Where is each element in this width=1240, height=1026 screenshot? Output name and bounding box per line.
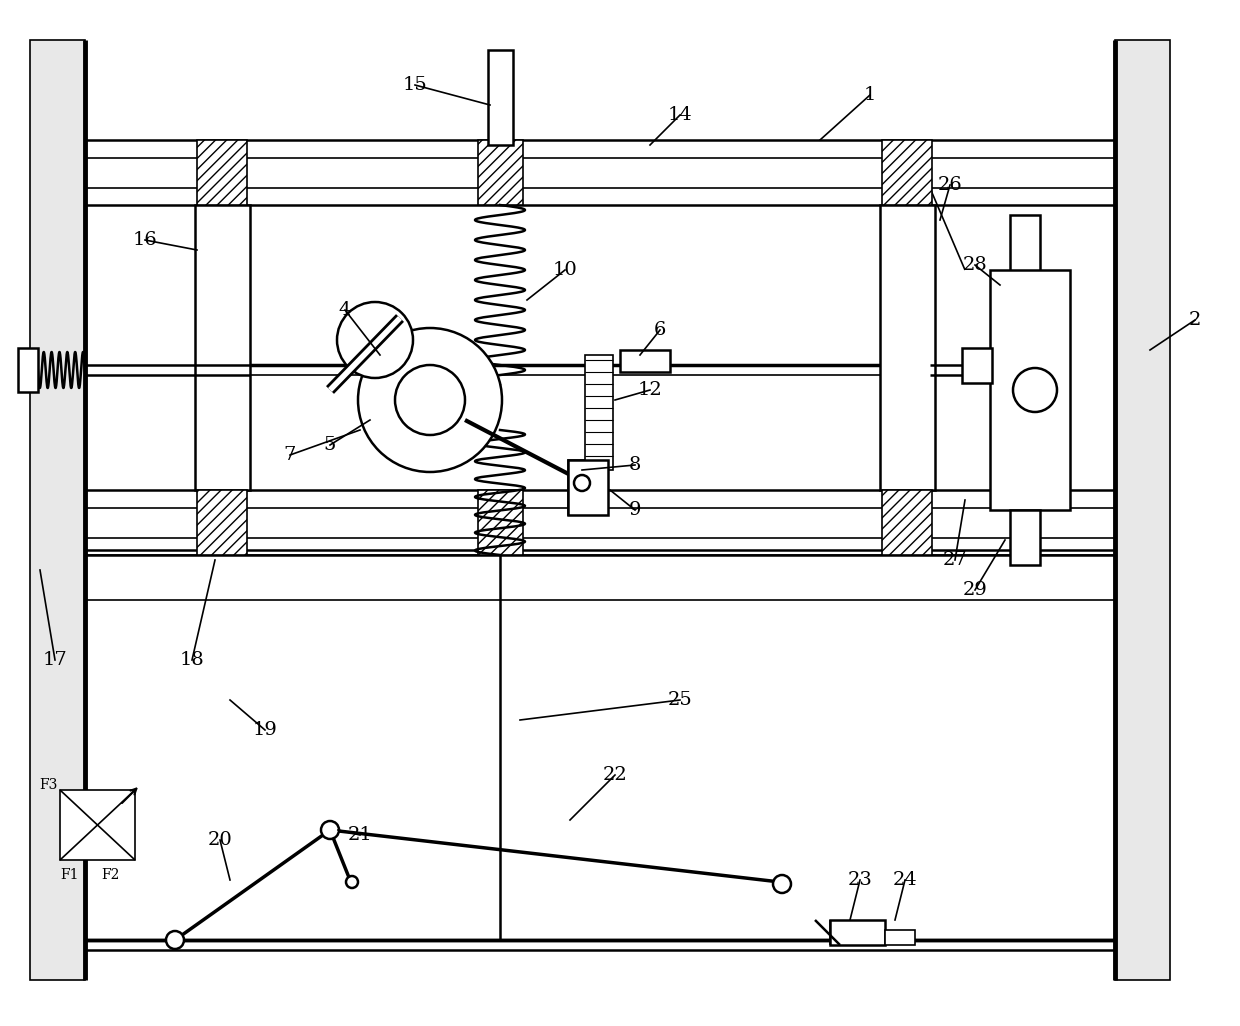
Bar bbox=[568, 460, 608, 515]
Bar bbox=[60, 790, 135, 860]
Circle shape bbox=[346, 876, 358, 887]
Text: 5: 5 bbox=[324, 436, 336, 453]
Bar bbox=[1011, 215, 1040, 275]
Text: 6: 6 bbox=[653, 321, 666, 339]
Text: 25: 25 bbox=[667, 690, 692, 709]
Bar bbox=[882, 490, 932, 555]
Circle shape bbox=[773, 875, 791, 893]
Text: 14: 14 bbox=[667, 106, 692, 124]
Bar bbox=[830, 920, 885, 945]
Text: 19: 19 bbox=[253, 721, 278, 739]
Text: 15: 15 bbox=[403, 76, 428, 94]
Text: F1: F1 bbox=[61, 868, 79, 882]
Text: 23: 23 bbox=[848, 871, 873, 889]
Text: 17: 17 bbox=[42, 652, 67, 669]
Bar bbox=[86, 140, 1115, 205]
Text: 28: 28 bbox=[962, 256, 987, 274]
Text: 8: 8 bbox=[629, 456, 641, 474]
Text: 10: 10 bbox=[553, 261, 578, 279]
Text: 12: 12 bbox=[637, 381, 662, 399]
Circle shape bbox=[396, 365, 465, 435]
Circle shape bbox=[574, 475, 590, 491]
Text: 9: 9 bbox=[629, 501, 641, 519]
Text: 2: 2 bbox=[1189, 311, 1202, 329]
Text: 7: 7 bbox=[284, 446, 296, 464]
Bar bbox=[489, 50, 513, 145]
Bar bbox=[585, 355, 613, 470]
Bar bbox=[30, 40, 86, 980]
Circle shape bbox=[1013, 368, 1056, 412]
Bar bbox=[568, 460, 608, 515]
Text: 27: 27 bbox=[942, 551, 967, 569]
Bar bbox=[19, 348, 38, 392]
Bar bbox=[477, 490, 523, 555]
Bar bbox=[197, 490, 247, 555]
Circle shape bbox=[321, 821, 339, 839]
Bar bbox=[880, 205, 935, 490]
Text: 1: 1 bbox=[864, 86, 877, 104]
Text: F3: F3 bbox=[38, 778, 57, 792]
Text: 22: 22 bbox=[603, 766, 627, 784]
Text: 16: 16 bbox=[133, 231, 157, 249]
Text: 26: 26 bbox=[937, 176, 962, 194]
Text: 20: 20 bbox=[207, 831, 232, 849]
Bar bbox=[885, 930, 915, 945]
Bar bbox=[620, 350, 670, 372]
Bar bbox=[477, 140, 523, 205]
Bar bbox=[990, 270, 1070, 510]
Bar bbox=[86, 490, 1115, 550]
Text: 21: 21 bbox=[347, 826, 372, 844]
Bar bbox=[962, 348, 992, 383]
Bar bbox=[1115, 40, 1171, 980]
Text: 18: 18 bbox=[180, 652, 205, 669]
Circle shape bbox=[358, 328, 502, 472]
Text: 29: 29 bbox=[962, 581, 987, 599]
Bar bbox=[197, 140, 247, 205]
Bar bbox=[882, 140, 932, 205]
Text: 24: 24 bbox=[893, 871, 918, 889]
Circle shape bbox=[337, 302, 413, 378]
Bar bbox=[86, 555, 1115, 950]
Circle shape bbox=[166, 931, 184, 949]
Bar bbox=[195, 205, 250, 490]
Text: 4: 4 bbox=[339, 301, 351, 319]
Text: F2: F2 bbox=[100, 868, 119, 882]
Bar bbox=[1011, 510, 1040, 565]
